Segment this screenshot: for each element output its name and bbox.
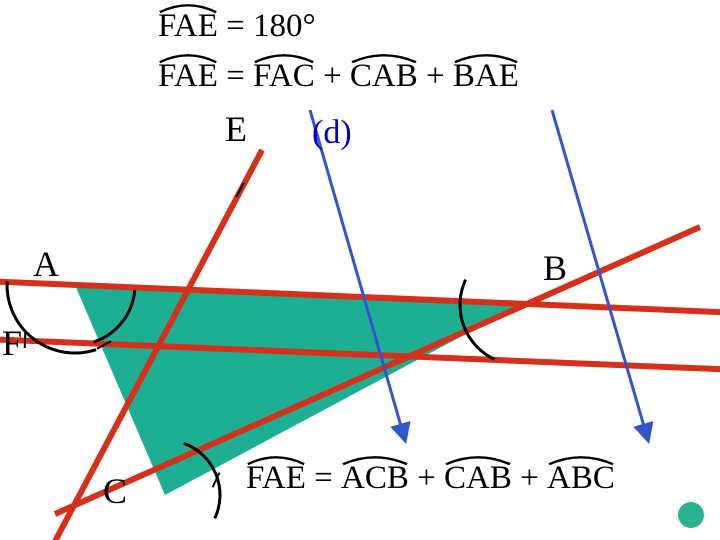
label-B: B	[543, 247, 567, 289]
equation-fae-sum-2: FAE = ACB + CAB + ABC	[246, 460, 615, 497]
equation-fae-sum-1: FAE = FAC + CAB + BAE	[158, 58, 519, 95]
label-E: E	[225, 108, 247, 150]
label-d: (d)	[312, 114, 352, 152]
equation-fae-180: FAE = 180°	[158, 8, 316, 45]
label-F: F	[2, 322, 22, 364]
label-A: A	[33, 243, 59, 285]
label-C: C	[103, 470, 127, 512]
progress-dot-icon	[678, 502, 704, 528]
